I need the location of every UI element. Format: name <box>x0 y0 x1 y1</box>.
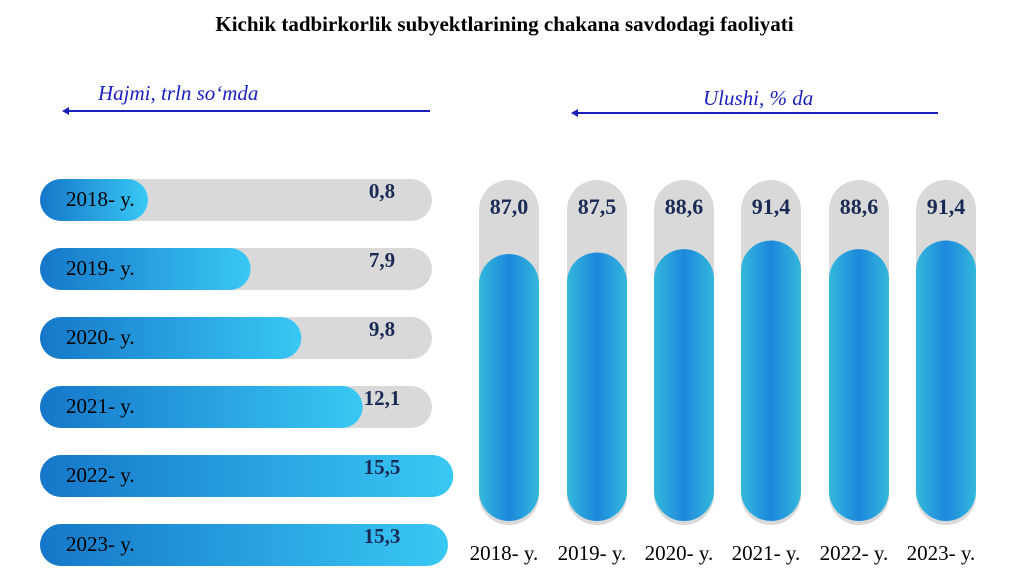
share-value-label: 91,4 <box>752 194 791 219</box>
share-value-label: 88,6 <box>840 194 879 219</box>
share-category-label: 2019- y. <box>558 541 627 565</box>
share-arrowhead-icon <box>571 109 578 117</box>
volume-value-label: 15,5 <box>364 455 401 479</box>
volume-panel-label: Hajmi, trln so‘mda <box>98 81 259 105</box>
volume-bar <box>40 455 454 497</box>
volume-value-label: 12,1 <box>364 386 401 410</box>
volume-bar-chart: 2018- y. 0,8 2019- y. 7,9 2020- y. 9,8 2021- y… <box>40 179 454 566</box>
share-bar <box>916 240 976 521</box>
volume-value-label: 7,9 <box>369 248 395 272</box>
volume-bar <box>40 317 302 359</box>
volume-value-label: 15,3 <box>364 524 401 548</box>
volume-value-label: 0,8 <box>369 179 395 203</box>
share-category-label: 2023- y. <box>907 541 976 565</box>
volume-bar <box>40 248 251 290</box>
volume-bar <box>40 524 448 566</box>
share-bar <box>654 249 714 521</box>
volume-bar <box>40 179 148 221</box>
share-bar <box>829 249 889 521</box>
share-value-label: 87,5 <box>578 194 617 219</box>
chart-title: Kichik tadbirkorlik subyektlarining chak… <box>215 12 794 36</box>
share-bar <box>567 252 627 521</box>
share-category-label: 2018- y. <box>470 541 539 565</box>
share-category-label: 2022- y. <box>820 541 889 565</box>
volume-category-label: 2018- y. <box>66 187 135 211</box>
volume-bar <box>40 386 363 428</box>
share-value-label: 87,0 <box>490 194 529 219</box>
share-panel-label: Ulushi, % da <box>703 86 814 110</box>
volume-value-label: 9,8 <box>369 317 395 341</box>
share-bar <box>741 240 801 521</box>
share-value-label: 88,6 <box>665 194 704 219</box>
volume-category-label: 2022- y. <box>66 463 135 487</box>
volume-category-label: 2023- y. <box>66 532 135 556</box>
volume-arrow-line <box>66 110 430 112</box>
share-value-label: 91,4 <box>927 194 966 219</box>
share-arrow-line <box>575 112 938 114</box>
share-category-label: 2021- y. <box>732 541 801 565</box>
volume-category-label: 2020- y. <box>66 325 135 349</box>
volume-category-label: 2021- y. <box>66 394 135 418</box>
volume-arrowhead-icon <box>62 107 69 115</box>
share-bar <box>479 254 539 521</box>
share-bar-chart: 87,0 2018- y. 87,5 2019- y. 88,6 2020- y. 91,4… <box>470 180 976 565</box>
share-category-label: 2020- y. <box>645 541 714 565</box>
volume-category-label: 2019- y. <box>66 256 135 280</box>
